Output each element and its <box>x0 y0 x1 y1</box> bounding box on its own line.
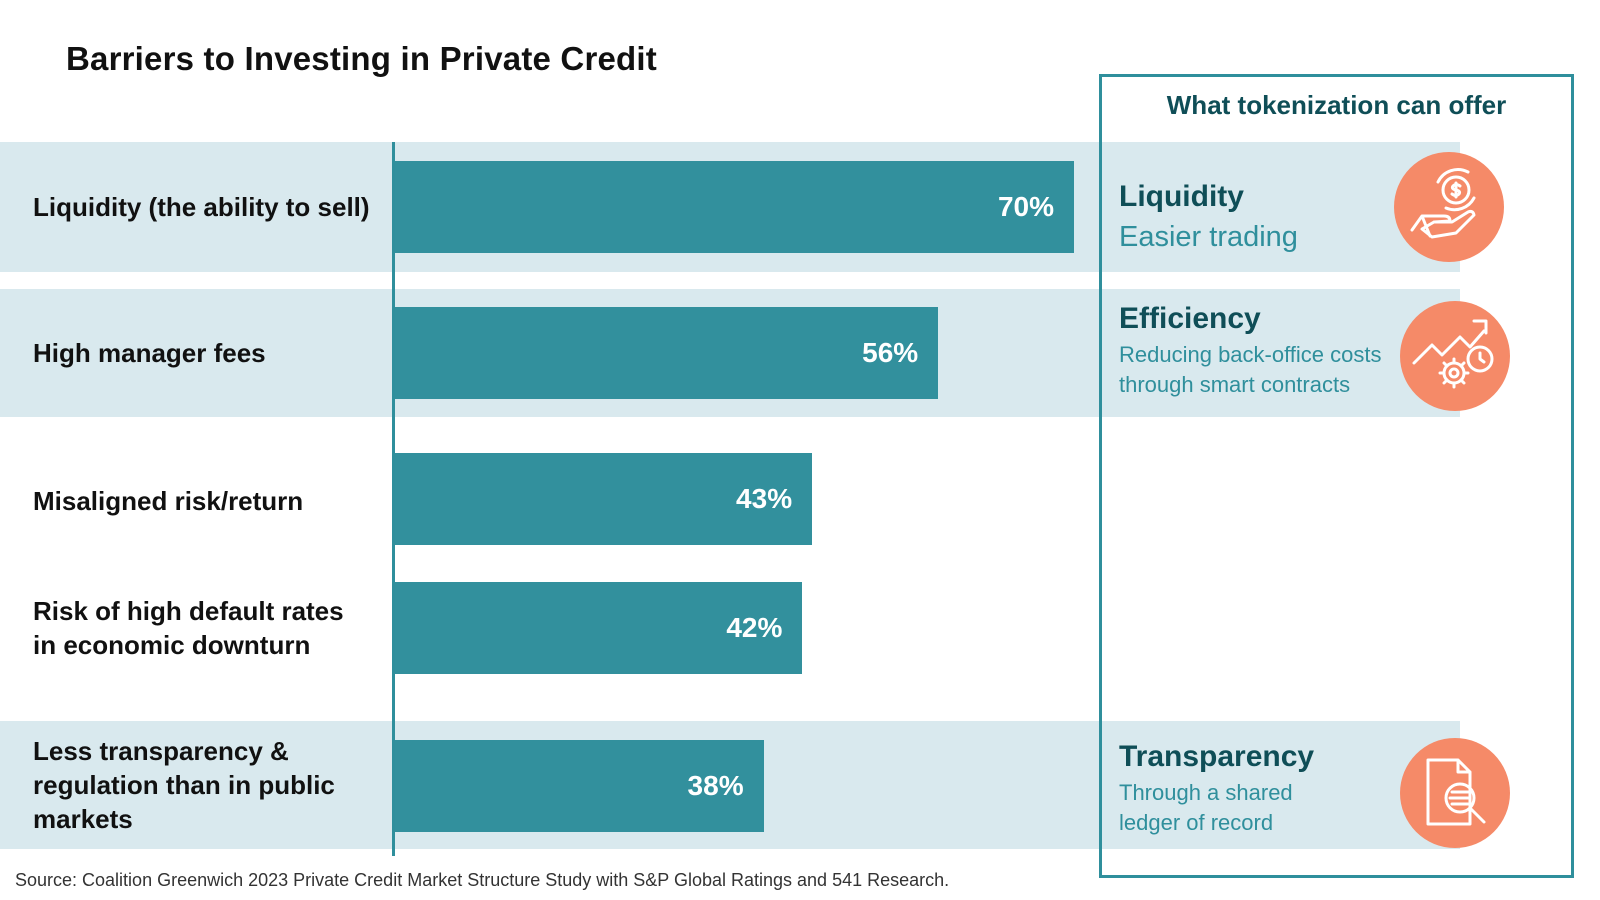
category-label: High manager fees <box>33 338 266 368</box>
y-axis-line <box>392 142 395 856</box>
bar-value-label: 38% <box>687 770 744 801</box>
bar <box>395 161 1074 253</box>
document-search-icon <box>1400 738 1510 848</box>
source-note: Source: Coalition Greenwich 2023 Private… <box>15 870 950 890</box>
bar-value-label: 42% <box>726 612 783 643</box>
bar-value-label: 43% <box>736 483 793 514</box>
offer-title-liquidity: Liquidity <box>1119 180 1244 213</box>
gears-growth-icon <box>1400 301 1510 411</box>
panel-title: What tokenization can offer <box>1166 90 1507 120</box>
offer-title-transparency: Transparency <box>1119 740 1315 773</box>
tokenization-panel <box>1099 74 1574 878</box>
category-label: Less transparency & regulation than in p… <box>33 736 335 834</box>
offer-title-efficiency: Efficiency <box>1119 302 1261 335</box>
bar <box>395 582 803 674</box>
category-label: Misaligned risk/return <box>33 486 304 516</box>
offer-desc-transparency: Through a shared ledger of record <box>1119 780 1293 835</box>
bar-value-label: 70% <box>997 191 1054 222</box>
bar-value-label: 56% <box>862 337 919 368</box>
bar <box>395 307 939 399</box>
hand-dollar-icon <box>1394 152 1504 262</box>
bar <box>395 453 813 545</box>
chart-title: Barriers to Investing in Private Credit <box>66 40 657 77</box>
offer-desc-liquidity: Easier trading <box>1119 221 1298 253</box>
bar <box>395 740 764 832</box>
category-label: Liquidity (the ability to sell) <box>33 192 370 222</box>
offer-desc-efficiency: Reducing back-office costs through smart… <box>1119 342 1382 397</box>
category-label: Risk of high default rates in economic d… <box>33 596 344 660</box>
